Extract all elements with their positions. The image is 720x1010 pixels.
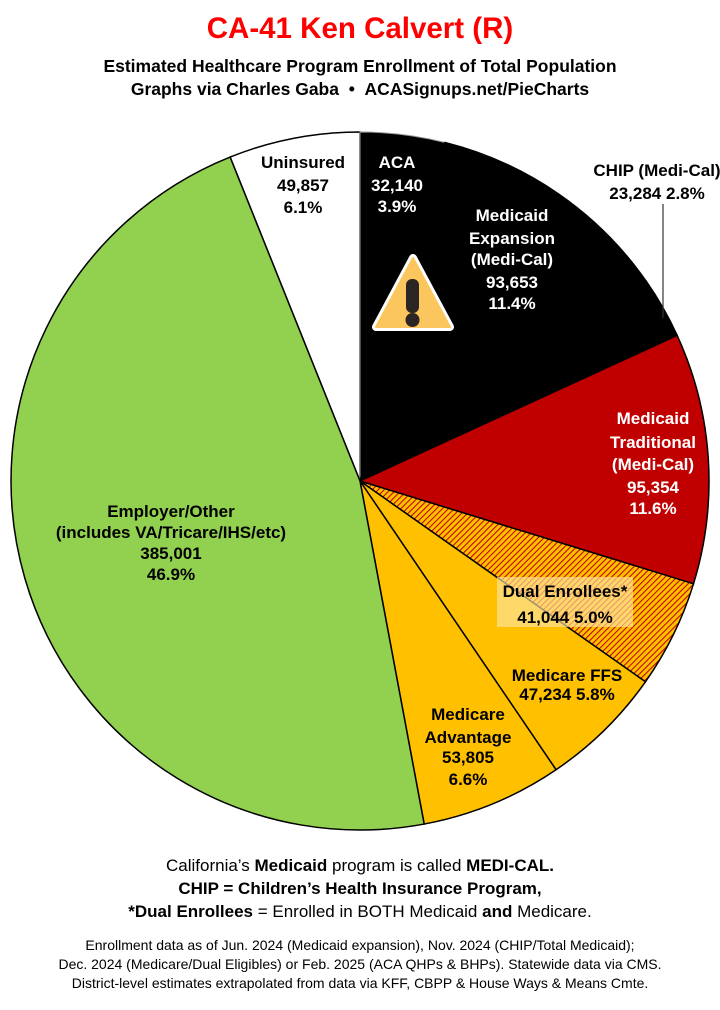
svg-text:Expansion: Expansion [469, 229, 555, 248]
svg-text:11.6%: 11.6% [629, 499, 676, 518]
svg-text:11.4%: 11.4% [488, 294, 535, 313]
svg-text:Medicaid: Medicaid [617, 409, 690, 428]
svg-text:23,284 2.8%: 23,284 2.8% [609, 184, 704, 203]
svg-text:(includes VA/Tricare/IHS/etc): (includes VA/Tricare/IHS/etc) [56, 523, 286, 542]
svg-text:(Medi-Cal): (Medi-Cal) [612, 455, 694, 474]
svg-text:Uninsured: Uninsured [261, 153, 345, 172]
svg-text:6.6%: 6.6% [449, 770, 488, 789]
svg-text:95,354: 95,354 [627, 478, 680, 497]
svg-text:Dual Enrollees*: Dual Enrollees* [503, 582, 628, 601]
svg-text:47,234 5.8%: 47,234 5.8% [519, 685, 614, 704]
svg-text:(Medi-Cal): (Medi-Cal) [471, 250, 553, 269]
svg-text:Medicaid: Medicaid [476, 206, 549, 225]
svg-text:ACA: ACA [379, 153, 416, 172]
svg-text:41,044 5.0%: 41,044 5.0% [517, 608, 612, 627]
svg-text:32,140: 32,140 [371, 176, 423, 195]
svg-text:3.9%: 3.9% [378, 197, 417, 216]
svg-text:Medicare FFS: Medicare FFS [512, 666, 623, 685]
svg-text:49,857: 49,857 [277, 176, 329, 195]
svg-text:Traditional: Traditional [610, 433, 696, 452]
svg-text:Advantage: Advantage [425, 728, 512, 747]
svg-text:385,001: 385,001 [140, 544, 201, 563]
svg-text:53,805: 53,805 [442, 748, 494, 767]
svg-text:46.9%: 46.9% [147, 565, 195, 584]
svg-text:CHIP (Medi-Cal): CHIP (Medi-Cal) [593, 161, 720, 180]
svg-text:93,653: 93,653 [486, 273, 538, 292]
svg-text:Employer/Other: Employer/Other [107, 502, 235, 521]
svg-text:6.1%: 6.1% [284, 198, 323, 217]
svg-text:Medicare: Medicare [431, 705, 505, 724]
